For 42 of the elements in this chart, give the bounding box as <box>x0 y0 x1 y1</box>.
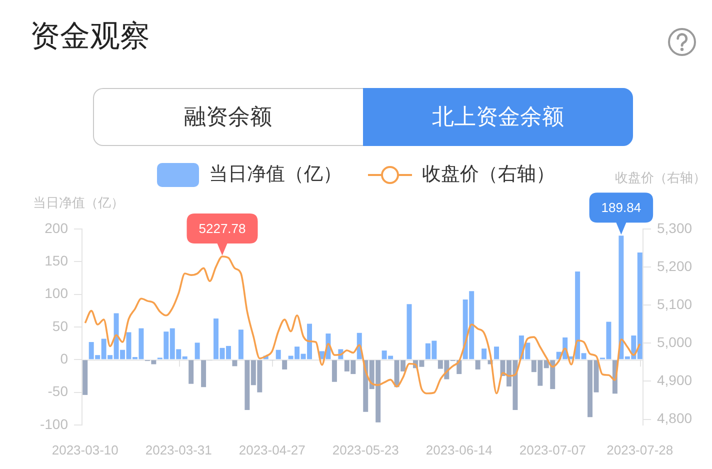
y2-tick-label: 5,100 <box>657 296 692 312</box>
line-series <box>84 256 641 394</box>
bar <box>332 360 337 382</box>
x-tick-label: 2023-06-14 <box>426 442 492 458</box>
x-tick-label: 2023-03-10 <box>52 442 118 458</box>
y-tick-label: 150 <box>44 252 68 269</box>
bar <box>475 360 480 370</box>
bar <box>282 360 288 370</box>
y2-axis-title: 收盘价（右轴） <box>615 169 706 186</box>
data-label: 189.84 <box>601 200 642 216</box>
bar <box>238 330 244 360</box>
bar <box>194 342 200 360</box>
y-axis-title: 当日净值（亿） <box>33 194 124 211</box>
chart-title: 资金观察 <box>30 19 150 55</box>
y-tick-label: 50 <box>52 318 68 334</box>
y-tick-label: 200 <box>44 220 68 236</box>
y-tick-label: -100 <box>40 416 68 432</box>
bar <box>482 348 487 360</box>
text: 北上资金余额 <box>432 103 564 131</box>
bar <box>188 360 194 384</box>
bar <box>232 360 238 366</box>
bar <box>494 346 500 360</box>
x-tick-label: 2023-07-28 <box>606 442 674 458</box>
text: 融资余额 <box>184 103 272 131</box>
y2-tick-label: 5,200 <box>657 258 692 274</box>
x-tick-label: 2023-07-07 <box>519 442 586 458</box>
data-label: 5227.78 <box>198 221 246 236</box>
legend-label: 收盘价（右轴） <box>422 163 555 187</box>
x-tick-label: 2023-04-27 <box>238 442 306 458</box>
y2-tick-label: 5,000 <box>657 334 692 350</box>
y2-tick-label: 5,300 <box>657 220 692 236</box>
bar <box>406 304 412 360</box>
y-tick-label: -50 <box>48 383 68 400</box>
y2-tick-label: 4,900 <box>657 372 692 388</box>
y-tick-label: 0 <box>60 350 68 367</box>
x-tick-label: 2023-03-31 <box>145 442 212 458</box>
y2-tick-label: 4,800 <box>657 410 692 426</box>
legend-label: 当日净值（亿） <box>209 163 342 187</box>
y-tick-label: 100 <box>44 285 68 302</box>
x-tick-label: 2023-05-23 <box>332 442 399 458</box>
bar <box>82 360 88 395</box>
bar <box>276 350 281 360</box>
